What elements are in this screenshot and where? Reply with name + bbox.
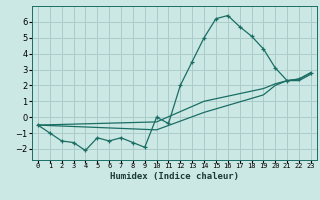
X-axis label: Humidex (Indice chaleur): Humidex (Indice chaleur) (110, 172, 239, 181)
